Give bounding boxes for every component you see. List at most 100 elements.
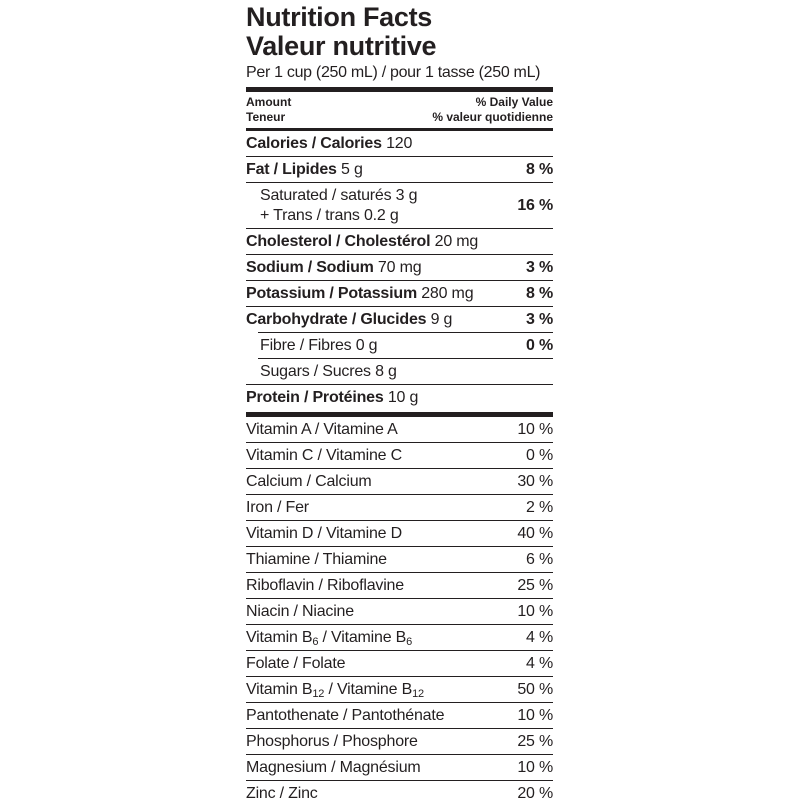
daily-value: 2 %: [526, 498, 553, 516]
nutrient-label: Fibre / Fibres 0 g: [260, 336, 378, 354]
vitamin-label: Calcium / Calcium: [246, 472, 372, 490]
row-vitamin: Vitamin C / Vitamine C 0 %: [246, 443, 553, 469]
subscript: 12: [412, 687, 424, 700]
vitamin-label: Pantothenate / Pantothénate: [246, 706, 445, 724]
daily-value: 50 %: [517, 680, 553, 698]
vitamin-label: Vitamin C / Vitamine C: [246, 446, 402, 464]
saturated-label: Saturated / saturés 3 g: [260, 186, 418, 204]
row-vitamin: Riboflavin / Riboflavine 25 %: [246, 573, 553, 599]
thick-divider: [246, 87, 553, 92]
subscript: 12: [312, 687, 325, 700]
divider: [258, 332, 553, 333]
title-en: Nutrition Facts: [246, 2, 433, 32]
thick-divider: [246, 412, 553, 417]
vitamins-list: Vitamin A / Vitamine A 10 % Vitamin C / Vi…: [246, 417, 553, 625]
divider: [258, 358, 553, 359]
row-vitamin: Iron / Fer 2 %: [246, 495, 553, 521]
column-header: Amount Teneur % Daily Value% valeur quoti…: [246, 92, 553, 128]
vitamin-label: Phosphorus / Phosphore: [246, 732, 418, 750]
nutrient-amount: 10 g: [387, 388, 419, 406]
nutrient-amount: 9 g: [430, 310, 453, 328]
row-carbohydrate: Carbohydrate / Glucides 9 g 3 %: [246, 307, 553, 332]
teneur-label: Teneur: [246, 110, 286, 124]
nutrient-label: Carbohydrate / Glucides: [246, 310, 427, 328]
row-vitamin: Vitamin D / Vitamine D 40 %: [246, 521, 553, 547]
row-vitamin: Magnesium / Magnésium 10 %: [246, 755, 553, 781]
row-calories: Calories / Calories 120: [246, 131, 553, 157]
daily-value: 10 %: [517, 602, 553, 620]
daily-value: 25 %: [517, 576, 553, 594]
row-sugars: Sugars / Sucres 8 g: [246, 359, 553, 385]
row-vitamin: Niacin / Niacine 10 %: [246, 599, 553, 625]
nutrient-label: Sugars / Sucres 8 g: [260, 362, 397, 380]
daily-value: 3 %: [526, 258, 553, 276]
nutrient-label: Cholesterol / Cholestérol: [246, 232, 431, 250]
divider: [246, 128, 553, 131]
amount-label: Amount: [246, 95, 292, 109]
vitamin-label: Vitamin B: [246, 680, 313, 698]
daily-value-label: % Daily Value: [475, 95, 553, 109]
row-fat: Fat / Lipides 5 g 8 %: [246, 157, 553, 183]
daily-value: 10 %: [517, 758, 553, 776]
nutrient-label: Potassium / Potassium: [246, 284, 417, 302]
vitamin-label: Zinc / Zinc: [246, 784, 318, 802]
vitamin-label: Riboflavin / Riboflavine: [246, 576, 404, 594]
nutrient-amount: 5 g: [341, 160, 363, 178]
row-sodium: Sodium / Sodium 70 mg 3 %: [246, 255, 553, 281]
daily-value: 10 %: [517, 706, 553, 724]
daily-value: 8 %: [526, 160, 553, 178]
vitamin-label: Vitamin A / Vitamine A: [246, 420, 398, 438]
vitamin-label: / Vitamine B: [318, 628, 407, 646]
vitamin-label: Vitamin D / Vitamine D: [246, 524, 402, 542]
nutrient-label: Fat / Lipides: [246, 160, 337, 178]
daily-value: 16 %: [517, 196, 553, 214]
vitamin-label: Iron / Fer: [246, 498, 309, 516]
nutrient-amount: 120: [386, 134, 413, 152]
nutrient-label: Protein / Protéines: [246, 388, 384, 406]
nutrient-amount: 70 mg: [377, 258, 422, 276]
row-vitamin: Thiamine / Thiamine 6 %: [246, 547, 553, 573]
row-saturated-trans: Saturated / saturés 3 g + Trans / trans 0…: [246, 183, 553, 229]
row-vitamin-b6: Vitamin B6 / Vitamine B6 4 %: [246, 625, 553, 651]
daily-value: 8 %: [526, 284, 553, 302]
daily-value: 0 %: [526, 336, 553, 354]
nutrient-label: Sodium / Sodium: [246, 258, 374, 276]
trans-label: + Trans / trans 0.2 g: [260, 206, 399, 224]
row-folate: Folate / Folate 4 %: [246, 651, 553, 677]
vitamin-label: Magnesium / Magnésium: [246, 758, 421, 776]
daily-value: 40 %: [517, 524, 553, 542]
serving-size: Per 1 cup (250 mL) / pour 1 tasse (250 m…: [246, 64, 541, 81]
daily-value: 4 %: [526, 654, 553, 672]
nutrition-facts-label: Nutrition Facts Valeur nutritive Per 1 c…: [246, 0, 553, 806]
daily-value: 0 %: [526, 446, 553, 464]
row-vitamin: Phosphorus / Phosphore 25 %: [246, 729, 553, 755]
row-vitamin: Vitamin A / Vitamine A 10 %: [246, 417, 553, 443]
vitamin-label: Thiamine / Thiamine: [246, 550, 387, 568]
daily-value: 25 %: [517, 732, 553, 750]
daily-value: 10 %: [517, 420, 553, 438]
row-cholesterol: Cholesterol / Cholestérol 20 mg: [246, 229, 553, 255]
vitamins-list: Pantothenate / Pantothénate 10 % Phosphoru…: [246, 703, 553, 806]
title-fr: Valeur nutritive: [246, 31, 437, 61]
vitamin-label: Vitamin B: [246, 628, 313, 646]
nutrient-label: Calories / Calories: [246, 134, 382, 152]
row-vitamin-b12: Vitamin B12 / Vitamine B12 50 %: [246, 677, 553, 703]
row-potassium: Potassium / Potassium 280 mg 8 %: [246, 281, 553, 307]
vitamin-label: / Vitamine B: [324, 680, 413, 698]
row-protein: Protein / Protéines 10 g: [246, 385, 553, 410]
daily-value: 30 %: [517, 472, 553, 490]
row-fibre: Fibre / Fibres 0 g 0 %: [246, 333, 553, 358]
valeur-quotidienne-label: % valeur quotidienne: [432, 110, 553, 124]
row-vitamin: Pantothenate / Pantothénate 10 %: [246, 703, 553, 729]
vitamin-label: Niacin / Niacine: [246, 602, 354, 620]
nutrient-amount: 20 mg: [434, 232, 479, 250]
vitamin-label: Folate / Folate: [246, 654, 346, 672]
subscript: 6: [406, 635, 413, 648]
daily-value: 3 %: [526, 310, 553, 328]
daily-value: 20 %: [517, 784, 553, 802]
row-vitamin: Zinc / Zinc 20 %: [246, 781, 553, 806]
row-vitamin: Calcium / Calcium 30 %: [246, 469, 553, 495]
nutrient-amount: 280 mg: [421, 284, 474, 302]
daily-value: 6 %: [526, 550, 553, 568]
daily-value: 4 %: [526, 628, 553, 646]
